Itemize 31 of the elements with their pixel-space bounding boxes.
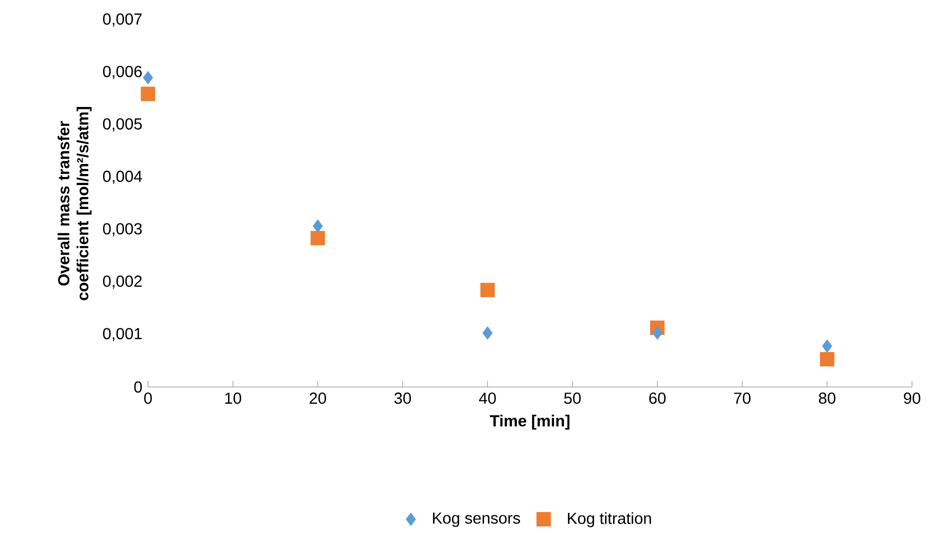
point bbox=[312, 219, 323, 233]
point bbox=[140, 86, 156, 102]
y-axis-title: Overall mass transfer coefficient [mol/m²/s/atm] bbox=[58, 107, 92, 300]
point bbox=[652, 326, 662, 340]
x-tick-label: 20 bbox=[310, 392, 326, 404]
x-tick-label: 90 bbox=[904, 392, 920, 404]
x-tick-label: 40 bbox=[479, 392, 496, 404]
y-tick-label: 0,001 bbox=[103, 328, 142, 342]
point bbox=[480, 282, 495, 298]
x-tick-label: 50 bbox=[564, 392, 581, 404]
point bbox=[820, 352, 834, 366]
y-tick-label: 0,003 bbox=[103, 223, 142, 236]
x-tick-label: 30 bbox=[394, 392, 411, 404]
x-tick-label: 80 bbox=[818, 392, 836, 404]
y-tick-label: 0,002 bbox=[103, 276, 142, 289]
point bbox=[822, 339, 832, 353]
point bbox=[482, 326, 493, 340]
legend-label: Kog titration bbox=[568, 512, 651, 528]
x-axis-title: Time [min] bbox=[490, 414, 570, 430]
y-tick-label: 0,007 bbox=[103, 13, 142, 27]
y-tick-label: 0,006 bbox=[103, 66, 142, 80]
x-tick-label: 60 bbox=[649, 392, 666, 404]
point bbox=[142, 70, 154, 84]
x-tick-label: 70 bbox=[734, 392, 751, 404]
y-tick-label: 0,004 bbox=[103, 170, 142, 184]
point bbox=[310, 230, 325, 246]
x-tick-label: 0 bbox=[144, 392, 152, 404]
y-tick-label: 0 bbox=[134, 381, 142, 393]
x-tick-label: 10 bbox=[225, 392, 242, 404]
y-tick-label: 0,005 bbox=[103, 118, 142, 132]
legend-label: Kog sensors bbox=[433, 512, 520, 527]
